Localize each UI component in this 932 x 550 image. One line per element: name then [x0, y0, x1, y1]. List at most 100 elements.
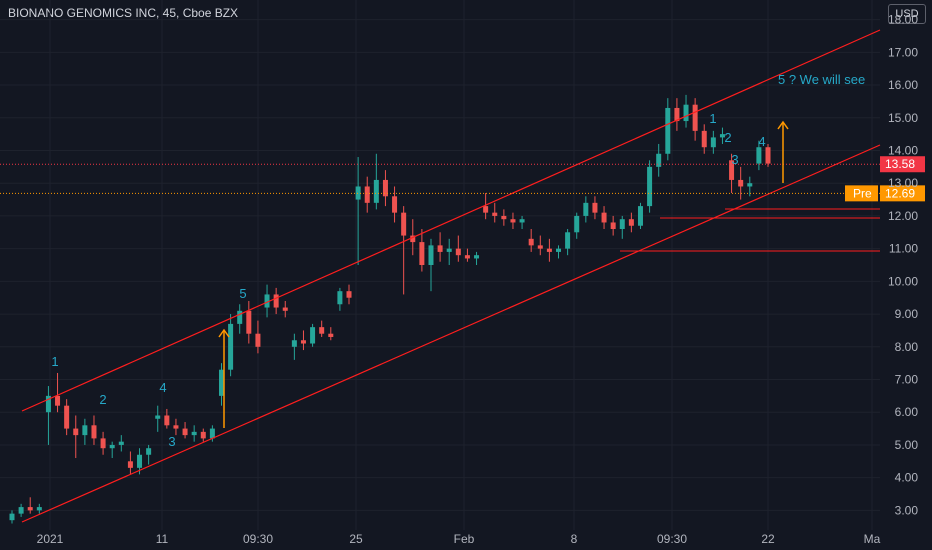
candle-body	[701, 130, 707, 148]
candle	[382, 170, 388, 207]
candle	[592, 196, 598, 220]
y-tick-label: 17.00	[888, 45, 918, 59]
candle	[528, 229, 534, 252]
y-tick-label: 3.00	[895, 503, 919, 517]
candle	[446, 238, 452, 265]
candle	[146, 444, 152, 465]
y-tick-label: 8.00	[895, 340, 919, 354]
candle-body	[446, 248, 452, 252]
price-badge	[880, 156, 925, 173]
candle-body	[173, 425, 179, 429]
candle	[200, 428, 206, 442]
candle	[164, 408, 170, 429]
arrow-head	[777, 120, 789, 130]
candle	[401, 206, 407, 295]
candle	[355, 157, 361, 265]
candle	[464, 248, 470, 262]
candle-body	[637, 206, 643, 226]
candle-body	[765, 147, 771, 164]
y-tick-label: 11.00	[889, 242, 918, 256]
candle-body	[246, 310, 252, 334]
candle-body	[137, 454, 143, 468]
candle	[647, 160, 653, 213]
y-tick-label: 4.00	[895, 471, 919, 485]
candle-body	[209, 428, 215, 439]
candle	[9, 510, 15, 524]
candle	[191, 425, 197, 442]
candle-body	[273, 294, 279, 308]
candle-body	[146, 448, 152, 455]
candle-body	[692, 104, 698, 131]
candle-body	[756, 147, 762, 164]
candle-body	[710, 137, 716, 148]
x-tick-label: 09:30	[657, 532, 687, 546]
candle	[628, 212, 634, 233]
candle	[501, 209, 507, 226]
annotation-text: 5 ? We will see	[778, 72, 865, 87]
candle	[282, 300, 288, 318]
wave-label: 1	[709, 111, 716, 126]
candle	[546, 238, 552, 262]
candle	[683, 94, 689, 128]
y-tick-label: 16.00	[888, 78, 918, 92]
candle	[182, 422, 188, 439]
candle-body	[373, 179, 379, 203]
y-tick-label: 5.00	[895, 438, 919, 452]
x-tick-label: Ma	[864, 532, 881, 546]
candle-body	[474, 255, 480, 259]
candle	[692, 98, 698, 141]
candle	[319, 320, 325, 337]
candle	[656, 143, 662, 177]
candle-body	[282, 307, 288, 311]
target-arrow	[218, 328, 230, 428]
candle-body	[155, 415, 161, 419]
candle	[537, 235, 543, 256]
candle-body	[546, 248, 552, 252]
candle-body	[647, 166, 653, 207]
candle	[610, 215, 616, 236]
candle	[364, 176, 370, 213]
candle	[729, 153, 735, 194]
candle	[455, 235, 461, 262]
wave-label: 4	[159, 380, 166, 395]
candle	[91, 415, 97, 445]
candle-body	[127, 461, 133, 468]
candle-body	[601, 212, 607, 223]
candle	[228, 314, 234, 377]
chart-title: BIONANO GENOMICS INC, 45, Cboe BZX	[8, 6, 239, 20]
candle	[18, 503, 24, 517]
candle-body	[556, 248, 562, 252]
price-badge	[880, 185, 925, 202]
y-tick-label: 10.00	[888, 274, 918, 288]
candle	[36, 503, 42, 514]
candle	[437, 232, 443, 262]
candle-body	[319, 327, 325, 334]
candle-body	[18, 507, 24, 514]
candle-body	[109, 444, 115, 449]
candle-body	[191, 431, 197, 436]
candle	[483, 193, 489, 220]
candle-body	[200, 431, 206, 439]
candle	[55, 372, 61, 413]
currency-selector[interactable]: USD	[888, 4, 926, 24]
candle-body	[665, 107, 671, 154]
candle-body	[382, 179, 388, 197]
candle	[765, 143, 771, 167]
wave-label: 5	[239, 286, 246, 301]
candle	[45, 386, 51, 445]
candle	[218, 363, 224, 406]
candle	[264, 284, 270, 318]
wave-label: 2	[99, 392, 106, 407]
x-tick-label: 22	[761, 532, 775, 546]
wave-label: 3	[731, 152, 738, 167]
candle-body	[519, 219, 525, 223]
x-tick-label: Feb	[454, 532, 475, 546]
candle-body	[656, 153, 662, 167]
candle-body	[628, 219, 634, 226]
candle	[556, 245, 562, 259]
candle-body	[619, 219, 625, 230]
y-tick-label: 6.00	[895, 405, 919, 419]
x-tick-label: 8	[571, 532, 578, 546]
candle	[246, 300, 252, 344]
